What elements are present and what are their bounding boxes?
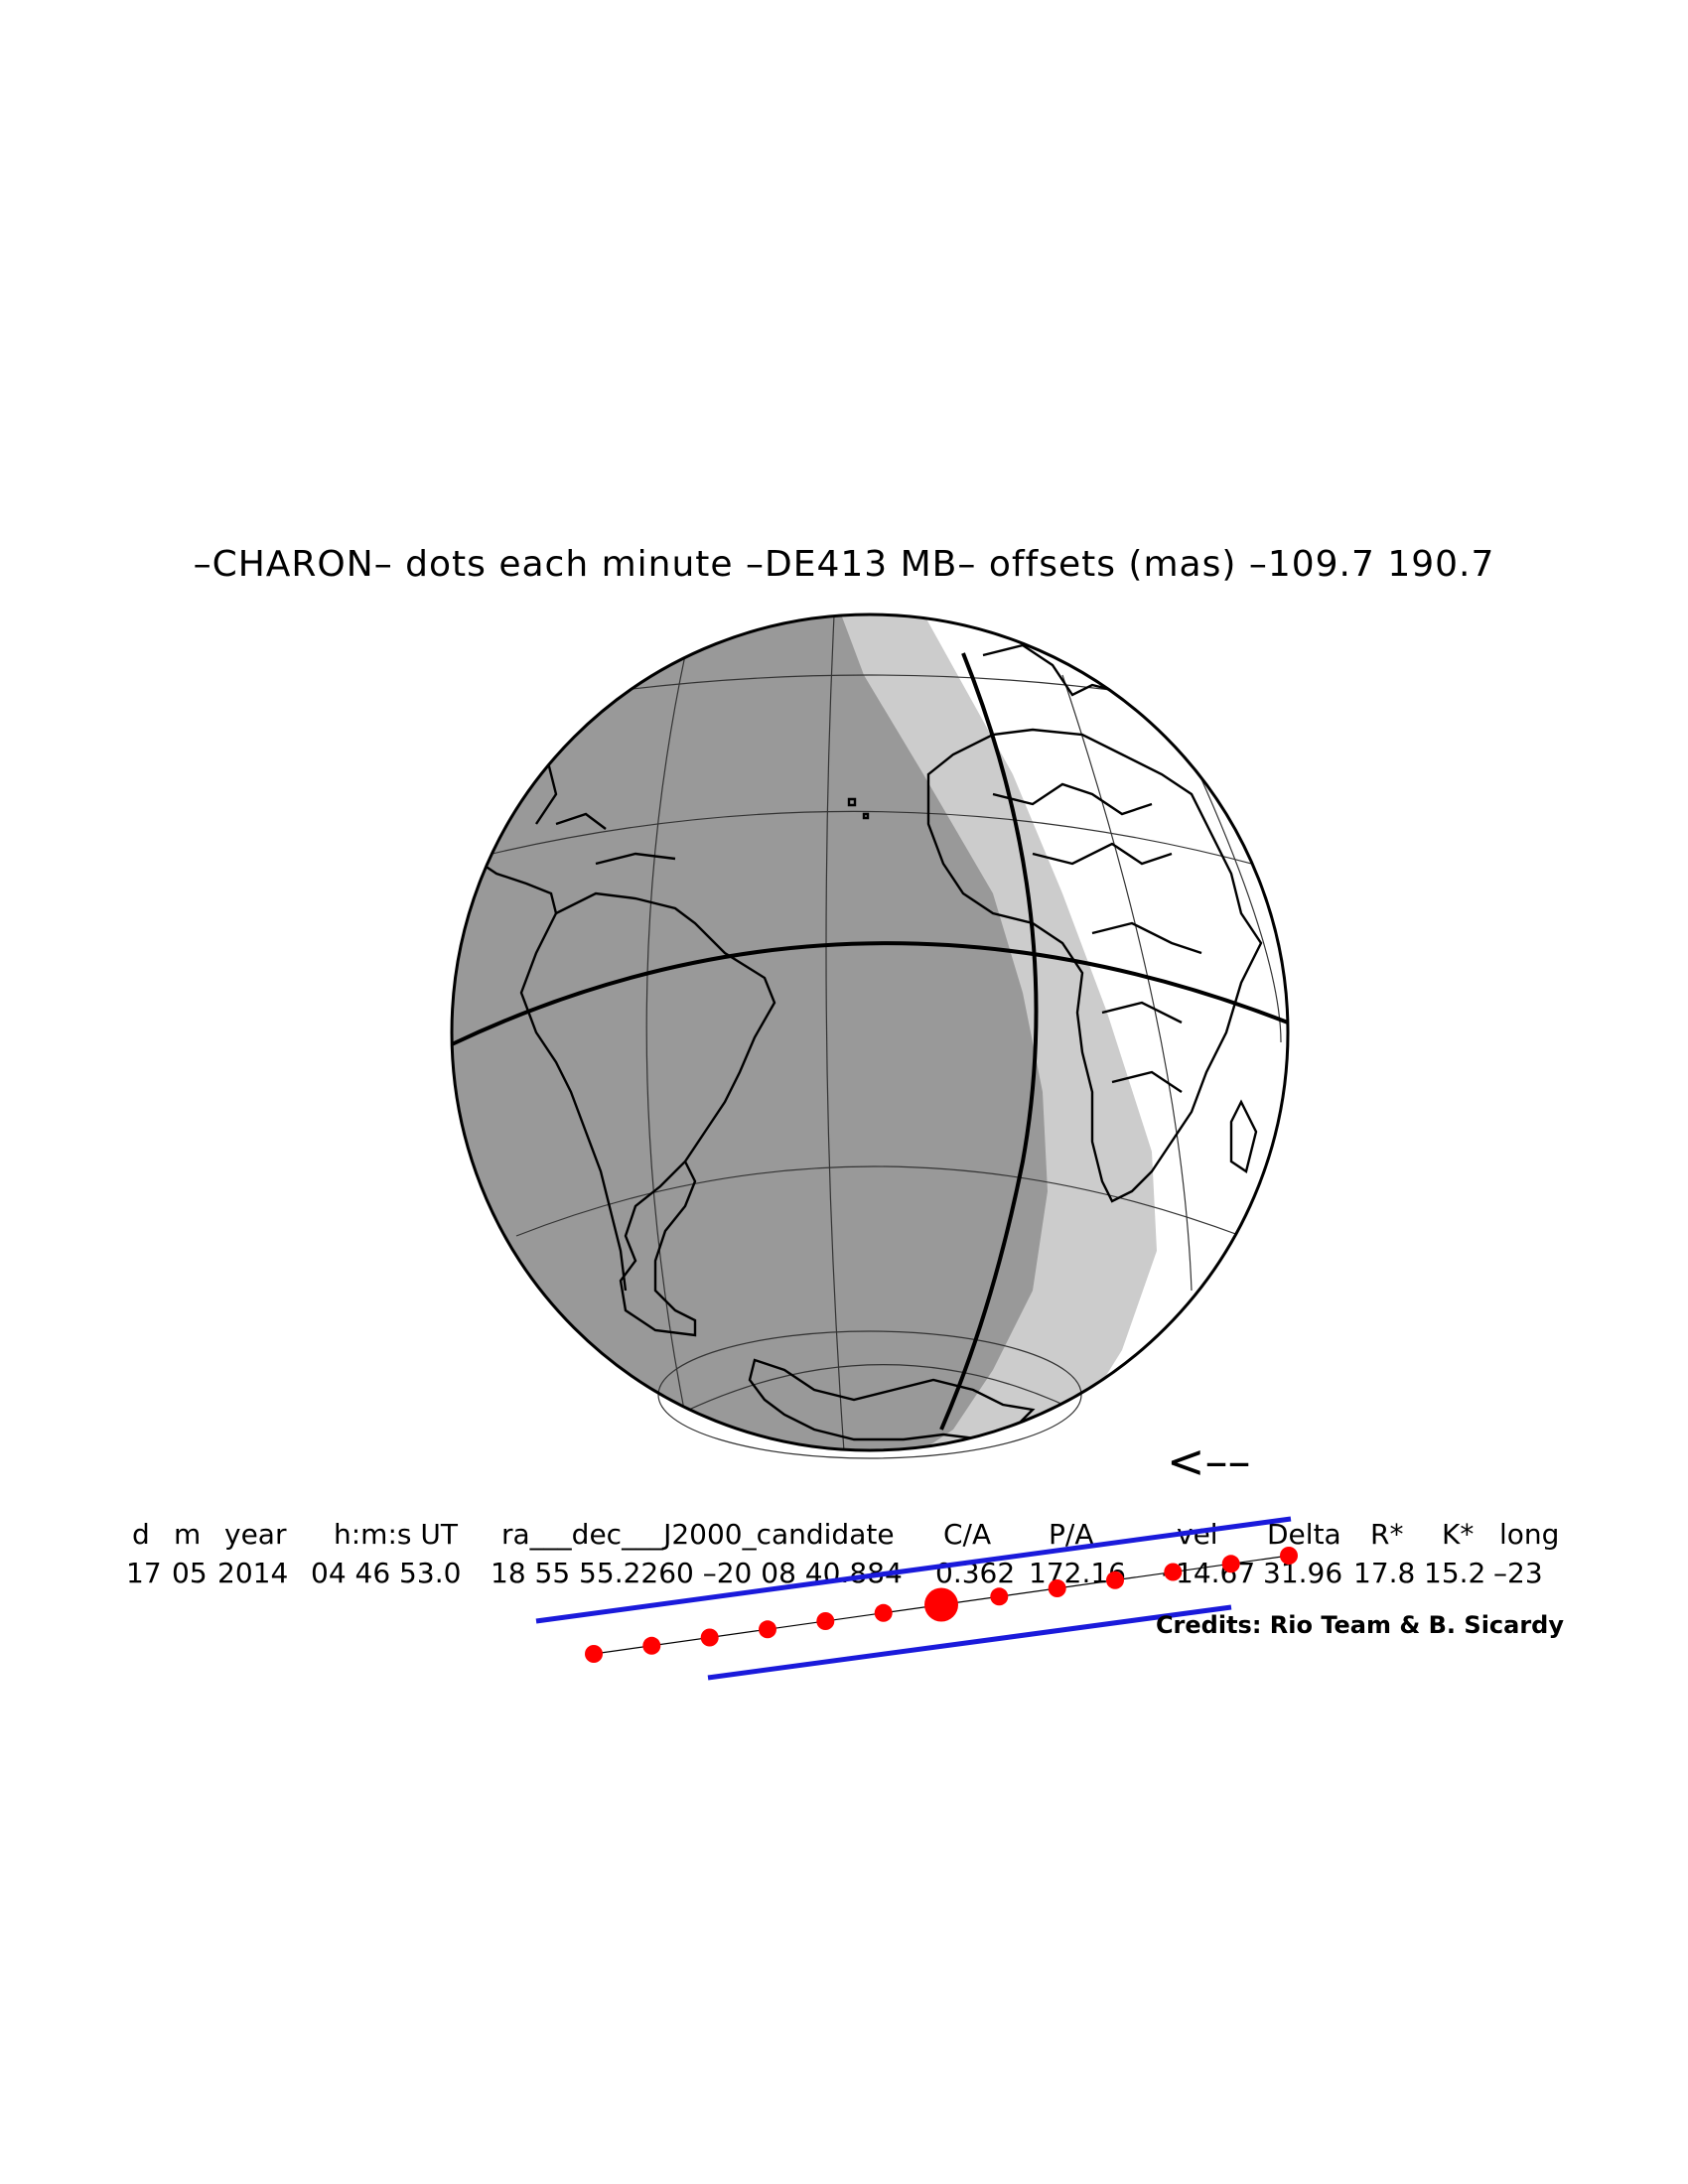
minute-dot [585, 1645, 603, 1663]
minute-dot [1221, 1555, 1240, 1573]
track-limit-north [535, 1516, 1292, 1624]
minute-dot [642, 1636, 661, 1655]
minute-dot [1048, 1579, 1066, 1597]
closest-approach-dot [924, 1587, 958, 1622]
header-long: long [1499, 1518, 1559, 1551]
globe-outline [450, 613, 1290, 1452]
minute-dot [1106, 1570, 1124, 1589]
madagascar-outline [1229, 1099, 1258, 1173]
minute-dot [816, 1612, 835, 1630]
credits: Credits: Rio Team & B. Sicardy [1156, 1611, 1564, 1639]
header-rstar: R* [1370, 1518, 1403, 1551]
minute-dot [759, 1620, 776, 1639]
minute-dot [990, 1587, 1009, 1606]
value-m: 05 [172, 1557, 208, 1589]
header-year: year [224, 1518, 287, 1551]
value-year: 2014 [217, 1557, 288, 1589]
header-m: m [174, 1518, 201, 1551]
value-coordinates: 18 55 55.2260 –20 08 40.884 [491, 1557, 903, 1589]
direction-arrow: <–– [1167, 1434, 1251, 1488]
header-d: d [132, 1518, 150, 1551]
antarctic-circle [657, 1330, 1082, 1459]
data-table: d m year h:m:s UT ra___dec___J2000_candi… [126, 1518, 1559, 1589]
value-time: 04 46 53.0 [311, 1557, 461, 1589]
value-delta: 31.96 [1263, 1557, 1342, 1589]
africa-outline [926, 728, 1263, 1203]
value-long: –23 [1493, 1557, 1543, 1589]
shadow-center-line [939, 652, 1039, 1431]
header-coordinates: ra___dec___J2000_candidate [501, 1518, 895, 1551]
equator-line [451, 941, 1289, 1046]
minute-dot [874, 1603, 893, 1622]
value-d: 17 [126, 1557, 162, 1589]
value-rstar: 17.8 [1353, 1557, 1415, 1589]
value-kstar: 15.2 [1424, 1557, 1485, 1589]
minute-dot [1280, 1547, 1298, 1565]
track-limit-south [707, 1604, 1232, 1681]
map-title: –CHARON– dots each minute –DE413 MB– off… [194, 544, 1495, 585]
minute-dot [1164, 1563, 1183, 1581]
night-zone [452, 614, 1048, 1450]
earth-globe [450, 613, 1290, 1459]
header-ca: C/A [943, 1518, 991, 1551]
header-time: h:m:s UT [334, 1518, 459, 1551]
minute-dot [700, 1628, 719, 1647]
south-america-outline [555, 891, 776, 1337]
occultation-track [535, 1516, 1298, 1681]
minute-dots [585, 1547, 1298, 1663]
header-delta: Delta [1267, 1518, 1341, 1551]
header-kstar: K* [1442, 1518, 1474, 1551]
